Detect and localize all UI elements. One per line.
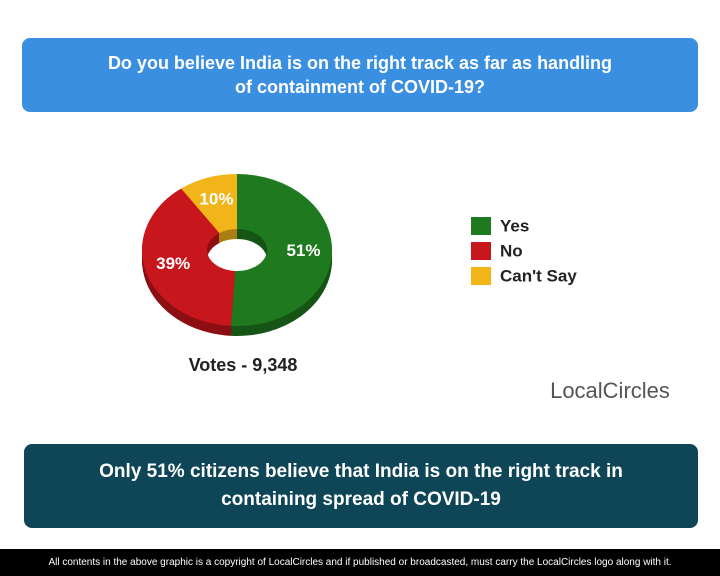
logo: LocalCircles bbox=[550, 378, 670, 403]
slice bbox=[231, 174, 333, 326]
header-title: Do you believe India is on the right tra… bbox=[107, 53, 613, 97]
value-label: 10% bbox=[199, 190, 233, 209]
value-label: 39% bbox=[156, 254, 190, 273]
slice bbox=[181, 174, 237, 234]
conclusion-box: Only 51% citizens believe that India is … bbox=[24, 444, 698, 528]
value-label: 51% bbox=[286, 241, 320, 260]
legend-label: Can't Say bbox=[500, 266, 577, 285]
legend-swatch bbox=[471, 242, 491, 260]
legend-swatch bbox=[471, 267, 491, 285]
legend-label: Yes bbox=[500, 216, 529, 235]
slice bbox=[142, 188, 236, 326]
footer: All contents in the above graphic is a c… bbox=[0, 549, 720, 576]
header-box: Do you believe India is on the right tra… bbox=[22, 38, 698, 112]
legend-label: No bbox=[500, 241, 523, 260]
votes: Votes - 9,348 bbox=[189, 355, 298, 375]
legend-swatch bbox=[471, 217, 491, 235]
conclusion: Only 51% citizens believe that India is … bbox=[99, 461, 623, 510]
